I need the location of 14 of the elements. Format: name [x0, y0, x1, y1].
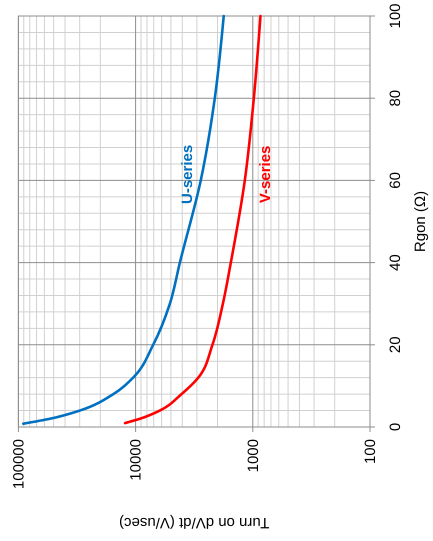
x-axis-title: Turn on dV/dt (V/usec) — [119, 514, 270, 531]
y-tick-label: 40 — [387, 254, 404, 271]
x-tick-label: 10000 — [128, 439, 145, 481]
text: U-series — [178, 144, 196, 204]
y-tick-label: 100 — [387, 3, 404, 29]
y-tick-label: 80 — [387, 90, 404, 107]
y-tick-label: 0 — [387, 422, 404, 432]
y-tick-label: 20 — [387, 336, 404, 354]
text: V-series — [256, 146, 274, 204]
x-tick-label: 100 — [362, 439, 379, 464]
y-tick-label: 60 — [387, 172, 404, 189]
x-tick-label: 100000 — [10, 439, 28, 490]
x-tick-label: 1000 — [244, 439, 262, 472]
y-axis-title: Rgon (Ω) — [412, 190, 429, 252]
